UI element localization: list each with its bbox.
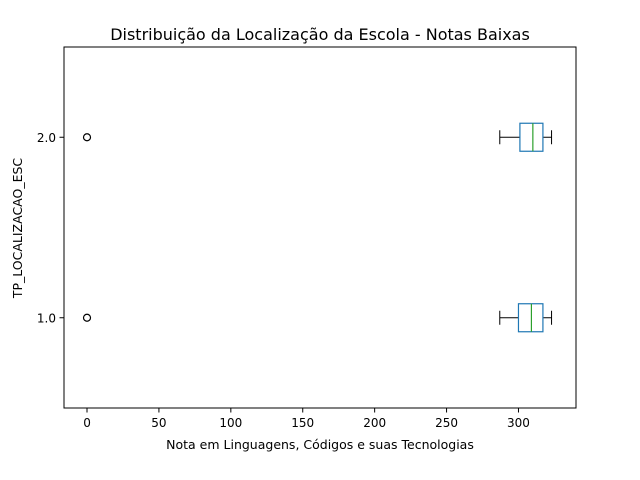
- iqr-box: [519, 122, 544, 152]
- y-tick-label: 1.0: [37, 311, 56, 325]
- x-tick-label: 200: [363, 416, 386, 430]
- iqr-box: [517, 303, 544, 333]
- x-axis-label: Nota em Linguagens, Códigos e suas Tecno…: [166, 437, 474, 452]
- x-tick-label: 100: [219, 416, 242, 430]
- x-axis: 0 50 100 150 200 250 300: [83, 408, 530, 430]
- y-axis-label: TP_LOCALIZACAO_ESC: [10, 158, 25, 300]
- y-tick-label: 2.0: [37, 131, 56, 145]
- plot-area: [63, 46, 577, 409]
- x-tick-label: 150: [291, 416, 314, 430]
- outlier-point: [82, 313, 92, 322]
- x-tick-label: 0: [83, 416, 91, 430]
- x-tick-label: 250: [435, 416, 458, 430]
- y-axis: 1.0 2.0: [37, 131, 64, 325]
- boxes-group: [82, 122, 553, 333]
- outlier-point: [82, 133, 92, 142]
- chart-title: Distribuição da Localização da Escola - …: [110, 25, 530, 44]
- x-tick-label: 50: [151, 416, 166, 430]
- x-tick-label: 300: [507, 416, 530, 430]
